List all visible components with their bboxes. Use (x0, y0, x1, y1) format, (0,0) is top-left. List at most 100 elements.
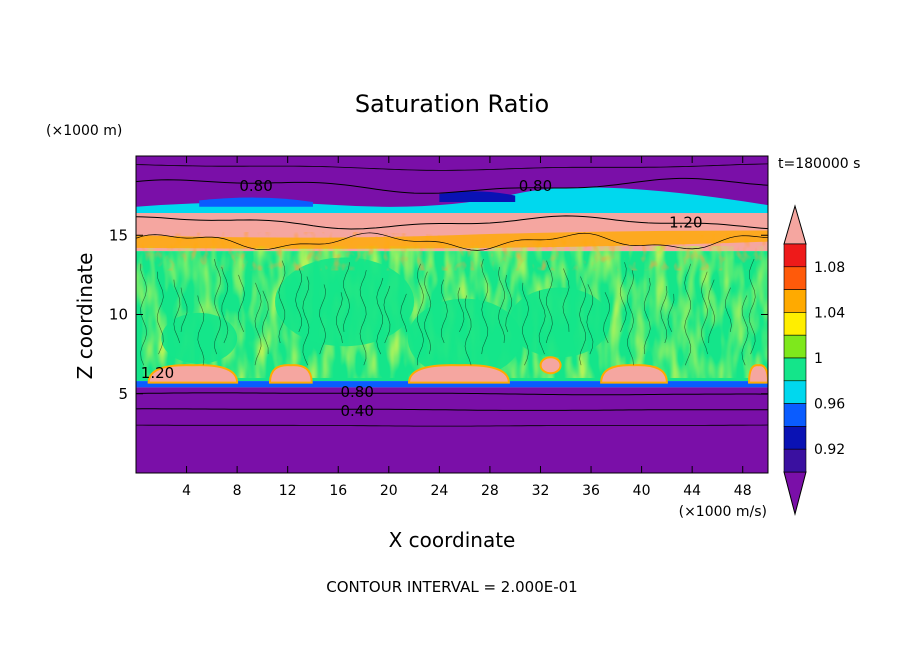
x-tick-label: 4 (182, 483, 191, 499)
x-tick-label: 48 (734, 483, 752, 499)
contour-line-cloud (440, 279, 448, 344)
colorbar-bottom-triangle (783, 471, 807, 516)
colorbar-label: 1.04 (814, 305, 845, 321)
contour-line-cloud (627, 270, 634, 366)
contour-line-cloud (660, 285, 668, 344)
layer-cloud-base (136, 381, 768, 388)
contour-label: 1.20 (669, 214, 702, 232)
contour-label-text: 0.40 (340, 402, 373, 420)
time-label: t=180000 s (778, 156, 860, 172)
contour-line-cloud (741, 295, 749, 366)
contour-line-120 (136, 215, 768, 230)
contour-line-band-bottom (136, 232, 768, 251)
green-pocket (508, 287, 610, 358)
contour-label: 0.80 (519, 177, 552, 195)
x-tick-label: 20 (380, 483, 398, 499)
contour-line-cloud (278, 260, 286, 344)
colorbar-label: 1 (814, 351, 823, 367)
colorbar-label: 0.96 (814, 397, 845, 413)
contour-line-cloud (457, 287, 465, 333)
contour-line-cloud (538, 290, 546, 355)
footer-contour-interval: CONTOUR INTERVAL = 2.000E-01 (326, 578, 577, 596)
contour-line-cloud (748, 258, 756, 355)
y-tick-label: 5 (118, 385, 128, 403)
contour-line-cloud (708, 279, 716, 344)
y-tick-label: 15 (109, 226, 128, 244)
contour-line-cloud (684, 263, 692, 366)
cloud-base-lens (408, 364, 510, 384)
colorbar-box (783, 334, 807, 359)
contour-label-text: 0.80 (340, 383, 373, 401)
cloud-base-lens (539, 356, 562, 375)
contour-line-cloud (700, 271, 708, 355)
contour-line-cloud (667, 293, 675, 333)
contour-line-cloud (522, 282, 529, 366)
contour-labels: 0.80 0.801.201.200.800.40 (141, 177, 703, 420)
colorbar-label: 1.08 (814, 260, 845, 276)
contour-line-cloud (376, 277, 384, 355)
layer-lower-dry (136, 387, 768, 473)
contour-line-lowest (136, 424, 768, 427)
colorbar-box (783, 266, 807, 290)
contour-line-cloud (254, 282, 262, 366)
contour-line-cloud (214, 258, 222, 355)
chart-title: Saturation Ratio (355, 90, 549, 118)
contour-line-cloud (261, 290, 269, 355)
colorbar-label: 0.92 (814, 442, 845, 458)
colorbar: 1.08 1.04 1 0.96 0.92 (783, 204, 845, 516)
blue-patch (439, 191, 516, 202)
x-tick-label: 28 (481, 483, 499, 499)
colorbar-box (783, 243, 807, 268)
contour-label: 0.80 (340, 383, 373, 401)
green-pocket (407, 298, 522, 378)
contour-line-cloud (295, 268, 303, 333)
cloud-base-lens (268, 364, 313, 384)
contour-line-080-low (136, 392, 768, 396)
contour-line-cloud (603, 292, 610, 344)
contour-line-cloud (643, 277, 651, 355)
colorbar-box (783, 380, 807, 404)
colorbar-box (783, 448, 807, 473)
cloud-base-lens (748, 364, 768, 384)
contour-line-cloud (359, 270, 367, 366)
contour-label-text: 0.80 (239, 177, 272, 195)
contour-line-cloud (481, 258, 489, 355)
contour-label-text: 1.20 (141, 364, 174, 382)
contour-line-cloud (319, 284, 327, 355)
contour-line-040 (136, 408, 768, 411)
contour-line-cloud (586, 284, 594, 355)
contour-line-cloud (400, 293, 408, 332)
contour-label: 0.40 (340, 402, 373, 420)
contour-line-cloud (173, 279, 181, 344)
contour-line-cloud (725, 287, 732, 332)
contour-line-cloud (197, 295, 205, 366)
cloud-base-lens (600, 364, 668, 384)
contour-line-cloud (180, 287, 188, 332)
contour-label: 1.20 (141, 364, 174, 382)
contour-line-cloud (238, 274, 245, 333)
contour-line-cloud (579, 276, 587, 366)
x-tick-label: 44 (683, 483, 701, 499)
colorbar-box (783, 289, 807, 313)
contour-line-cloud (424, 271, 432, 355)
contour-label-text: 1.20 (669, 214, 702, 232)
x-tick-label: 36 (582, 483, 600, 499)
contour-line-upper (136, 163, 768, 171)
cloud-base-lens (147, 364, 239, 384)
colorbar-box (783, 403, 807, 427)
x-axis-label: X coordinate (389, 528, 516, 552)
y-axis-label: Z coordinate (73, 253, 97, 380)
colorbar-box (783, 357, 807, 382)
contour-line-cloud (336, 292, 343, 344)
x-units-label: (×1000 m/s) (679, 504, 767, 520)
contour-line-cloud (464, 295, 472, 366)
contour-line-cloud (416, 263, 424, 366)
green-pocket (275, 257, 415, 347)
colorbar-top-triangle (783, 204, 807, 245)
y-axis-ticks: 5 10 15 (109, 226, 768, 403)
contour-line-cloud (383, 285, 391, 344)
x-tick-label: 16 (329, 483, 347, 499)
contour-label: 0.80 (239, 177, 272, 195)
contour-line-cloud (505, 274, 513, 332)
